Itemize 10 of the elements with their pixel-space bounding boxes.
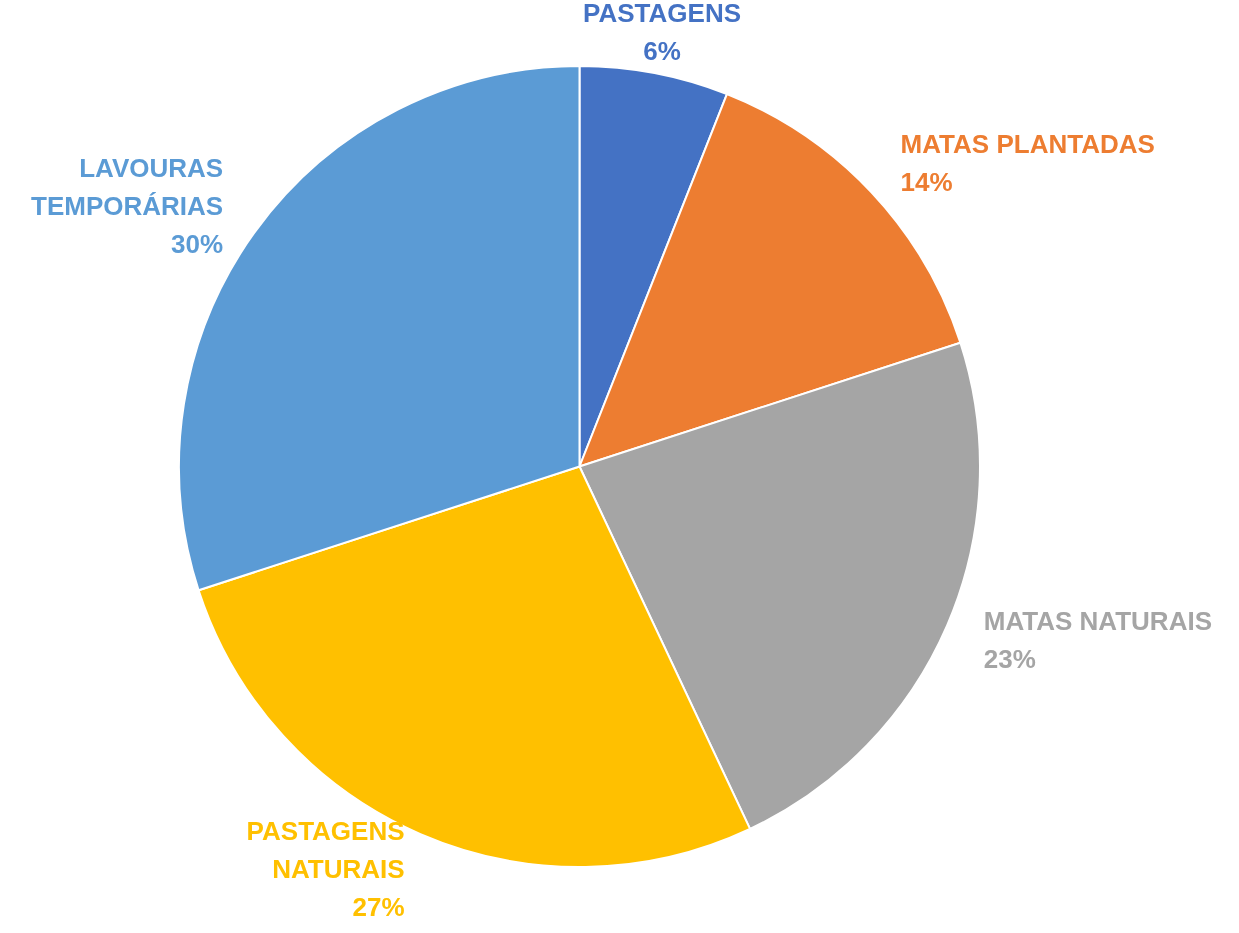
data-label: 30%	[171, 228, 224, 259]
slice-label: MATAS PLANTADAS	[900, 129, 1155, 160]
slice-label: PASTAGENS NATURAIS	[246, 815, 405, 884]
data-label: 6%	[643, 35, 681, 66]
slice-label: LAVOURAS TEMPORÁRIAS	[31, 152, 224, 221]
slice-label: PASTAGENS	[583, 0, 742, 28]
slice-label: MATAS NATURAIS	[983, 605, 1212, 636]
data-label: 14%	[900, 167, 953, 198]
data-label: 27%	[352, 891, 405, 922]
data-label: 23%	[983, 643, 1036, 674]
